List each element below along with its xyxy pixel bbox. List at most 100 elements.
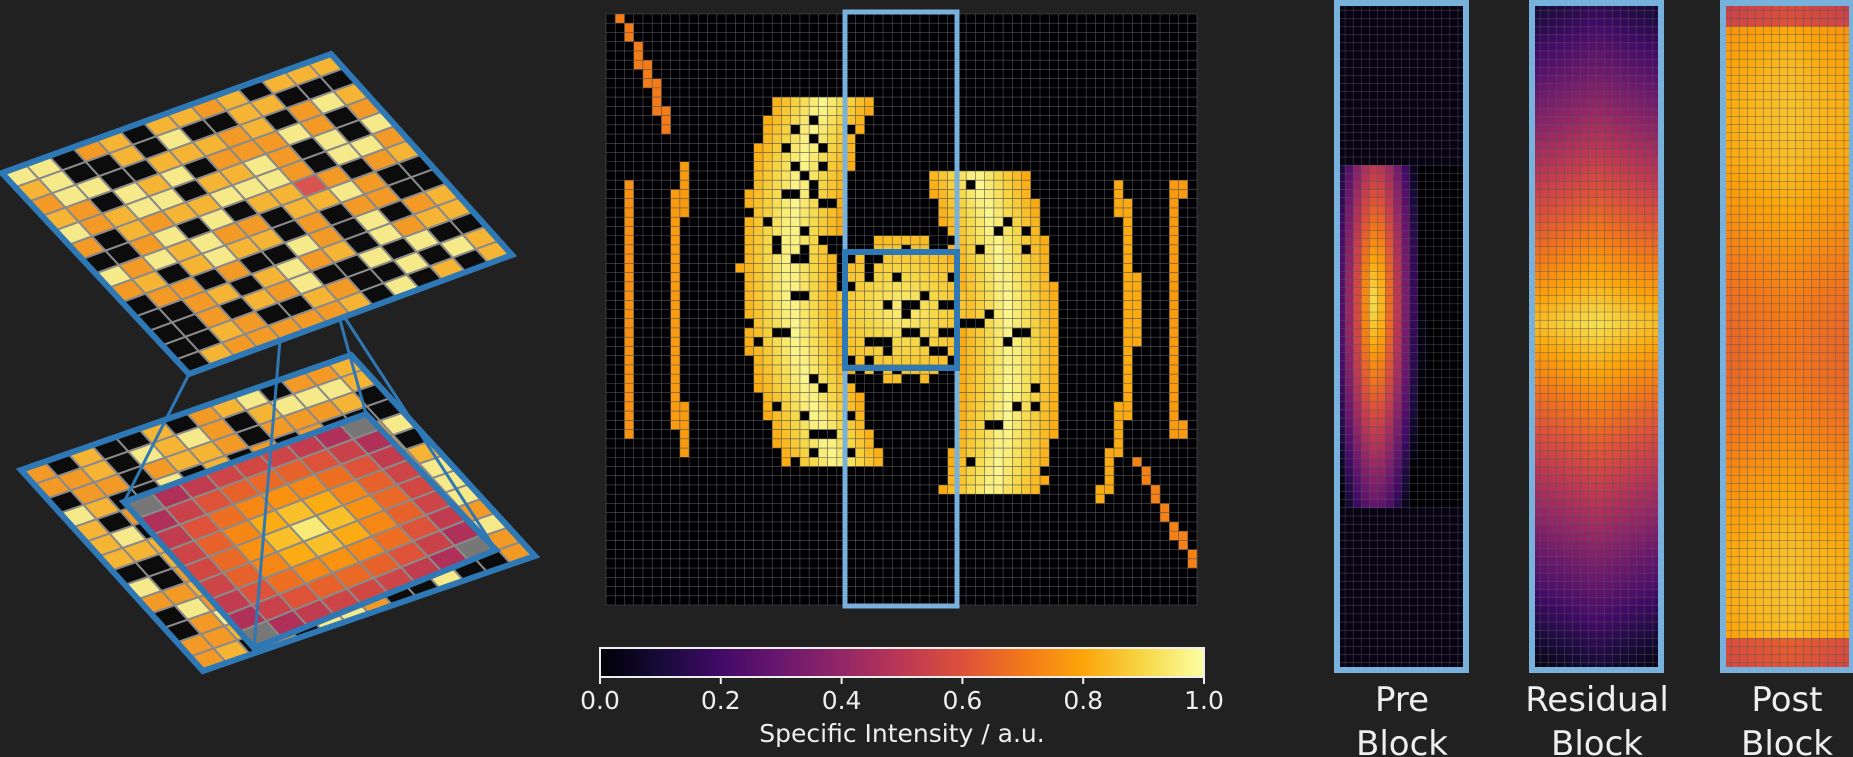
strip-pixel [1747,288,1755,296]
strip-pixel [1426,328,1434,336]
image-pixel [1003,199,1012,208]
strip-pixel [1353,524,1361,532]
strip-pixel [1556,296,1564,304]
strip-pixel [1788,345,1796,353]
image-pixel [985,263,994,272]
strip-pixel [1548,288,1556,296]
strip-pixel [1572,565,1580,573]
image-pixel [1012,457,1021,466]
image-pixel [1022,263,1031,272]
image-pixel [818,356,827,365]
strip-pixel [1426,59,1434,67]
image-pixel [671,263,680,272]
strip-pixel [1442,655,1450,663]
image-pixel [1031,236,1040,245]
strip-pixel [1393,108,1401,116]
image-pixel [966,282,975,291]
strip-pixel [1747,255,1755,263]
image-pixel [994,439,1003,448]
image-pixel [883,254,892,263]
strip-pixel [1442,84,1450,92]
strip-pixel [1540,141,1548,149]
strip-pixel [1345,345,1353,353]
strip-pixel [1621,263,1629,271]
image-pixel [1040,300,1049,309]
strip-pixel [1385,345,1393,353]
strip-pixel [1779,451,1787,459]
strip-pixel [1556,149,1564,157]
strip-pixel [1548,10,1556,18]
strip-pixel [1605,222,1613,230]
image-pixel [966,310,975,319]
strip-pixel [1345,647,1353,655]
strip-pixel [1637,394,1645,402]
image-pixel [800,356,809,365]
strip-pixel [1580,426,1588,434]
strip-pixel [1564,279,1572,287]
strip-pixel [1588,26,1596,34]
strip-pixel [1580,614,1588,622]
strip-pixel [1747,312,1755,320]
image-pixel [763,310,772,319]
strip-pixel [1377,402,1385,410]
strip-pixel [1377,296,1385,304]
strip-pixel [1556,239,1564,247]
strip-pixel [1345,230,1353,238]
strip-pixel [1434,59,1442,67]
strip-pixel [1393,10,1401,18]
image-pixel [1169,300,1178,309]
strip-pixel [1564,655,1572,663]
strip-pixel [1597,581,1605,589]
strip-pixel [1353,43,1361,51]
strip-pixel [1747,108,1755,116]
image-pixel [680,411,689,420]
strip-pixel [1385,614,1393,622]
strip-pixel [1377,271,1385,279]
image-pixel [966,485,975,494]
strip-pixel [1605,573,1613,581]
strip-pixel [1369,606,1377,614]
strip-pixel [1418,165,1426,173]
image-pixel [800,383,809,392]
strip-pixel [1637,614,1645,622]
strip-pixel [1755,508,1763,516]
image-pixel [800,300,809,309]
strip-pixel [1442,100,1450,108]
strip-pixel [1637,353,1645,361]
strip-pixel [1731,10,1739,18]
strip-pixel [1426,622,1434,630]
strip-pixel [1755,492,1763,500]
image-pixel [994,310,1003,319]
strip-pixel [1369,443,1377,451]
strip-pixel [1779,475,1787,483]
image-pixel [994,245,1003,254]
strip-pixel [1434,133,1442,141]
strip-pixel [1361,614,1369,622]
strip-pixel [1377,43,1385,51]
strip-pixel [1564,59,1572,67]
strip-pixel [1572,116,1580,124]
image-pixel [772,420,781,429]
strip-pixel [1779,418,1787,426]
strip-pixel [1377,239,1385,247]
strip-pixel [1605,288,1613,296]
image-pixel [1022,291,1031,300]
image-pixel [938,208,947,217]
strip-pixel [1645,492,1653,500]
image-pixel [902,273,911,282]
strip-pixel [1779,508,1787,516]
strip-pixel [1548,377,1556,385]
image-pixel [791,208,800,217]
image-pixel [938,189,947,198]
strip-pixel [1779,43,1787,51]
strip-pixel [1739,43,1747,51]
image-pixel [772,208,781,217]
strip-pixel [1426,426,1434,434]
strip-pixel [1779,524,1787,532]
strip-pixel [1621,614,1629,622]
strip-pixel [1621,279,1629,287]
image-pixel [1049,346,1058,355]
strip-pixel [1747,279,1755,287]
strip-pixel [1410,345,1418,353]
strip-pixel [1605,459,1613,467]
